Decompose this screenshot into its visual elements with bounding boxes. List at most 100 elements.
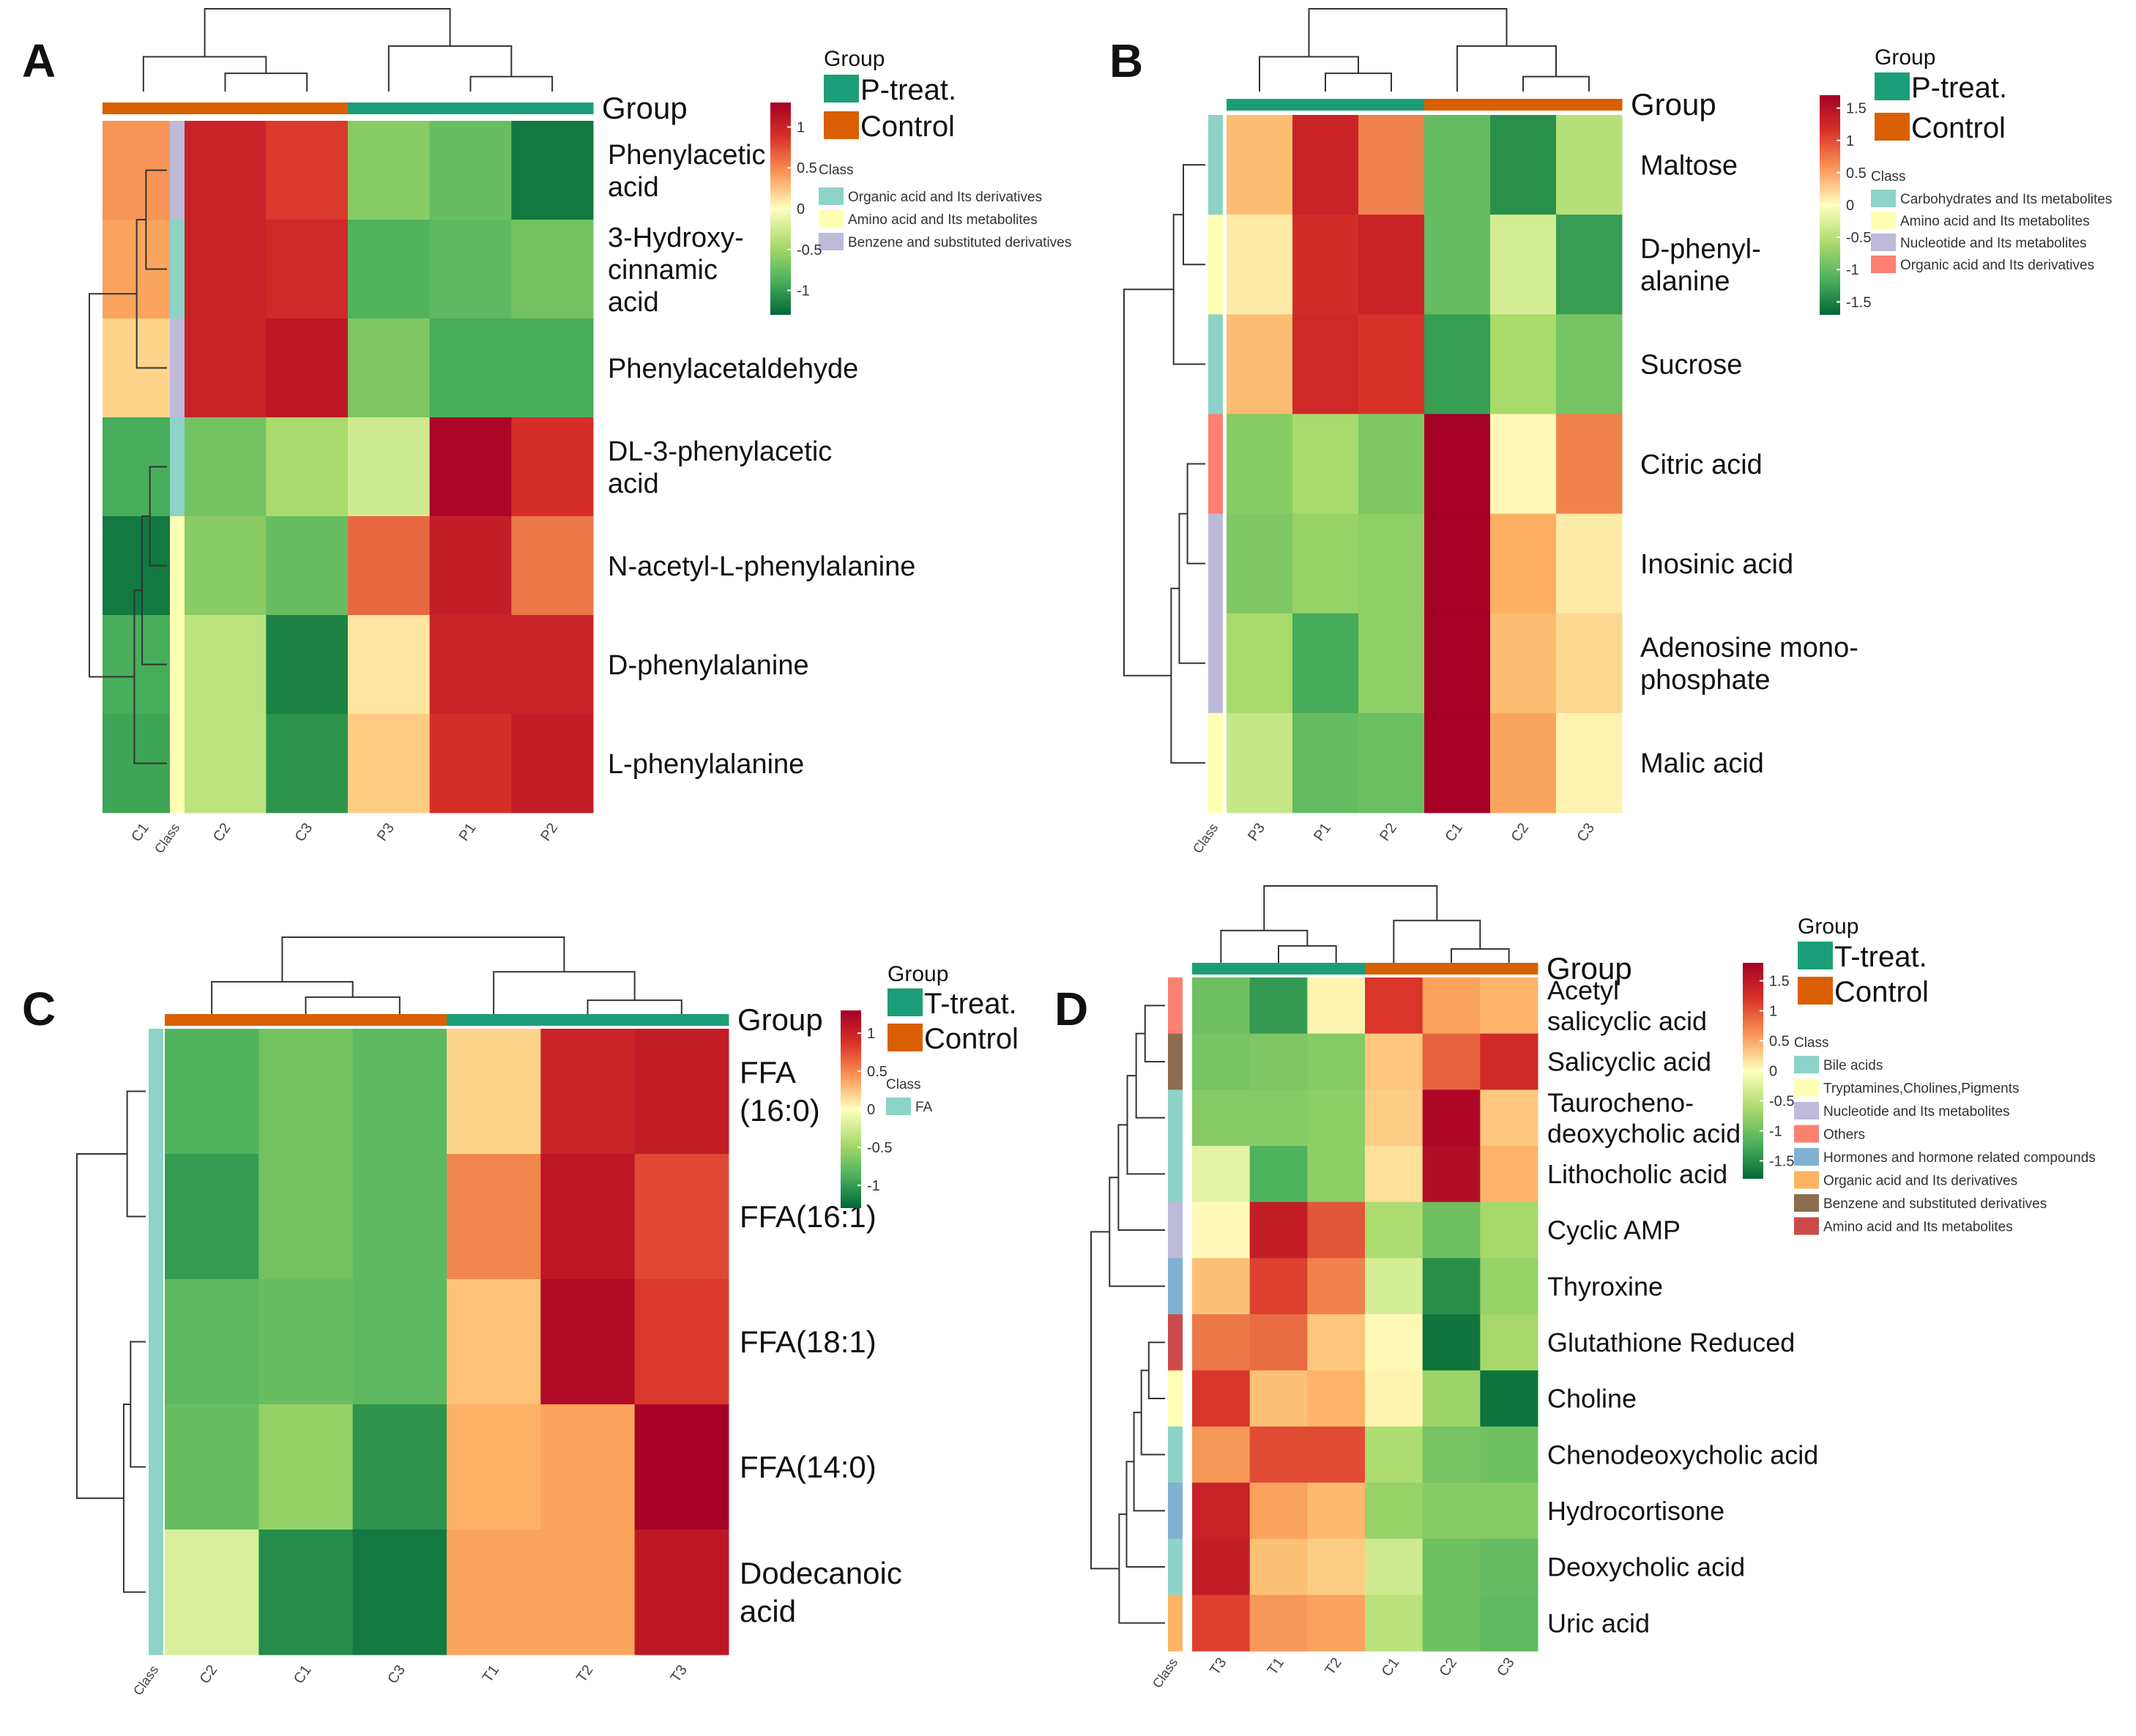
heatmap-cell bbox=[1307, 1426, 1366, 1483]
heatmap-cell bbox=[1227, 513, 1293, 614]
row-label: 3-Hydroxy-cinnamic acid bbox=[608, 223, 744, 318]
heatmap-cell bbox=[511, 615, 594, 715]
legend-class-title: Class bbox=[1794, 1035, 1829, 1051]
legend-class-swatch bbox=[819, 233, 844, 250]
row-label: Dodecanoic acid bbox=[740, 1556, 902, 1628]
heatmap-cell bbox=[540, 1530, 636, 1655]
column-label: C2 bbox=[210, 820, 234, 845]
legend-class-swatch bbox=[1794, 1217, 1819, 1235]
row-label: Choline bbox=[1547, 1384, 1637, 1414]
row-dendrogram bbox=[89, 169, 167, 764]
row-label: Glutathione Reduced bbox=[1547, 1327, 1795, 1357]
legend-group-entry: Control bbox=[1911, 112, 2006, 144]
class-bar-cell bbox=[1168, 1146, 1183, 1203]
color-scale-tick-label: -0.5 bbox=[867, 1140, 892, 1156]
color-scale-tick-label: 1 bbox=[797, 119, 805, 135]
color-scale-tick-label: 0.5 bbox=[797, 160, 817, 176]
legend-group-title: Group bbox=[1875, 45, 1935, 70]
legend-group-entry: P-treat. bbox=[1911, 72, 2007, 104]
legend-group-title: Group bbox=[887, 962, 948, 986]
legend-class-swatch bbox=[819, 187, 844, 205]
row-dendrogram bbox=[1090, 1005, 1165, 1624]
group-bar-cell bbox=[1490, 99, 1557, 111]
heatmap-cell bbox=[511, 318, 594, 418]
row-label: N-acetyl-L-phenylalanine bbox=[608, 551, 915, 582]
heatmap-cell bbox=[447, 1154, 541, 1280]
panel-d: D Group Class T3 T1 T2 C1 C2 C3 Acetyl salicyclic … bbox=[1054, 885, 2096, 1691]
heatmap-cell bbox=[1556, 115, 1623, 215]
heatmap-cell bbox=[348, 714, 431, 813]
legend-class-swatch bbox=[1794, 1171, 1819, 1189]
class-bar-cell bbox=[149, 1404, 163, 1530]
row-label: Citric acid bbox=[1640, 450, 1763, 480]
heatmap-cell bbox=[1249, 1483, 1308, 1540]
group-bar-cell bbox=[1227, 99, 1293, 111]
heatmap-cell bbox=[165, 1404, 259, 1530]
heatmap-cell bbox=[184, 121, 267, 220]
heatmap-cell bbox=[1365, 1146, 1424, 1203]
group-bar-cell bbox=[429, 103, 512, 114]
heatmap-cell bbox=[1192, 1202, 1251, 1259]
heatmap-cell bbox=[1249, 1146, 1308, 1203]
heatmap-cell bbox=[1249, 1314, 1308, 1371]
column-label: C3 bbox=[384, 1662, 409, 1687]
class-bar-cell bbox=[149, 1530, 163, 1655]
heatmap-cell bbox=[1358, 513, 1425, 614]
group-bar-cell bbox=[348, 103, 431, 114]
column-label: C3 bbox=[292, 820, 316, 845]
row-label: Acetyl salicyclic acid bbox=[1547, 975, 1707, 1036]
heatmap-cell bbox=[266, 318, 349, 418]
heatmap-cell bbox=[1480, 1370, 1538, 1427]
legend-class-swatch bbox=[886, 1098, 911, 1115]
class-bar-cell bbox=[1168, 1089, 1183, 1147]
color-scale-tick-label: 0 bbox=[1846, 198, 1854, 214]
group-bar-label: Group bbox=[737, 1002, 823, 1037]
class-bar-cell bbox=[1168, 1033, 1183, 1090]
row-label: Salicyclic acid bbox=[1547, 1047, 1711, 1077]
heatmap-cell bbox=[1365, 1258, 1424, 1315]
heatmap-cell bbox=[266, 121, 349, 220]
column-label: T1 bbox=[1265, 1655, 1287, 1678]
legend-class-entry: Organic acid and Its derivatives bbox=[848, 190, 1042, 205]
heatmap-cell bbox=[1307, 1089, 1366, 1147]
heatmap-cell bbox=[1192, 1258, 1251, 1315]
legend-class-entry: Bile acids bbox=[1823, 1058, 1883, 1073]
group-bar-cell bbox=[1422, 963, 1481, 975]
class-bar-cell bbox=[1168, 1426, 1183, 1483]
legend-group-entry: T-treat. bbox=[1834, 941, 1927, 973]
legend-class-entry: Organic acid and Its derivatives bbox=[1900, 258, 2094, 273]
heatmap-cell bbox=[1358, 414, 1425, 515]
heatmap-cell bbox=[348, 417, 431, 517]
heatmap-cell bbox=[1480, 1089, 1538, 1147]
legend-group-swatch bbox=[887, 988, 923, 1016]
heatmap-cell bbox=[184, 714, 267, 813]
group-bar-cell bbox=[1556, 99, 1623, 111]
color-scale-tick-label: 1.5 bbox=[1846, 101, 1867, 117]
column-dendrogram bbox=[1220, 885, 1510, 963]
row-label: Maltose bbox=[1640, 150, 1738, 181]
heatmap-cell bbox=[1422, 1370, 1481, 1427]
row-label: Cyclic AMP bbox=[1547, 1215, 1681, 1245]
group-bar-cell bbox=[1249, 963, 1308, 975]
column-label: P1 bbox=[456, 820, 480, 844]
heatmap-cell bbox=[1307, 1033, 1366, 1090]
heatmap-cell bbox=[634, 1530, 729, 1655]
heatmap-cell bbox=[165, 1530, 259, 1655]
heatmap-cell bbox=[1249, 1595, 1308, 1652]
class-bar-cell bbox=[170, 318, 185, 418]
heatmap-cell bbox=[1424, 613, 1491, 714]
panel-letter: D bbox=[1054, 983, 1088, 1035]
group-bar-cell bbox=[1292, 99, 1359, 111]
class-bar-cell bbox=[1208, 513, 1223, 614]
column-label: P3 bbox=[374, 820, 398, 844]
group-bar-label: Group bbox=[1631, 87, 1716, 122]
column-label: C1 bbox=[128, 820, 152, 845]
group-bar-cell bbox=[634, 1014, 729, 1026]
heatmap-cell bbox=[1227, 613, 1293, 714]
color-scale-tick-label: 0.5 bbox=[1769, 1034, 1790, 1050]
heatmap-cell bbox=[1424, 115, 1491, 215]
heatmap-cell bbox=[1422, 1314, 1481, 1371]
